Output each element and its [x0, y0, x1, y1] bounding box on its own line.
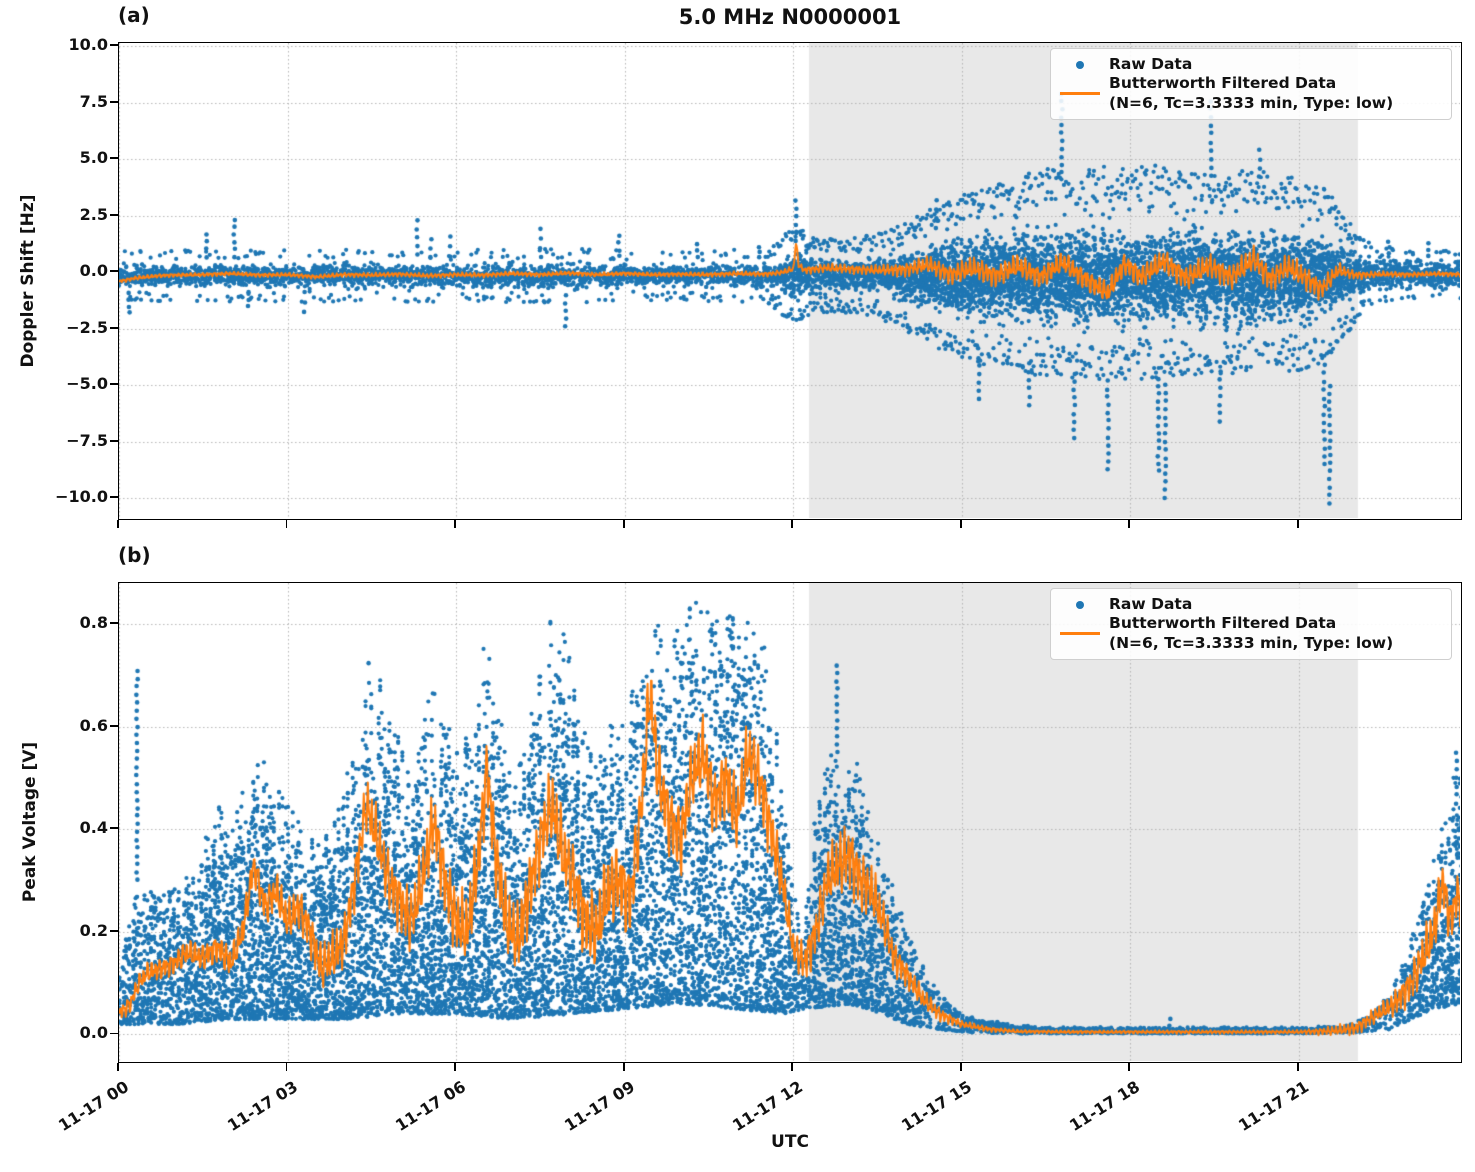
panel-a-ytick-label: −10.0 — [55, 487, 108, 507]
panel-a-xtick-mark — [1128, 520, 1131, 528]
panel-b-ytick-label: 0.6 — [79, 715, 108, 735]
panel-a-ytick-mark — [110, 496, 118, 499]
figure-title: 5.0 MHz N0000001 — [678, 5, 902, 29]
panel-a-ytick-label: 2.5 — [79, 204, 108, 224]
legend-filtered-line2: (N=6, Tc=3.3333 min, Type: low) — [1109, 93, 1394, 112]
x-tick-label: 11-17 09 — [560, 1077, 638, 1135]
panel-b-legend: Raw Data Butterworth Filtered Data (N=6,… — [1050, 588, 1452, 661]
panel-a-xtick-mark — [622, 520, 625, 528]
panel-a-xtick-mark — [959, 520, 962, 528]
legend-filtered-line1: Butterworth Filtered Data — [1109, 74, 1337, 93]
panel-b-canvas — [119, 583, 1460, 1061]
panel-a-ytick-label: −7.5 — [66, 430, 108, 450]
panel-a-xtick-mark — [1297, 520, 1299, 528]
panel-a-axes — [118, 42, 1462, 520]
panel-b-xtick-mark — [1297, 1063, 1299, 1071]
panel-a-ytick-label: 10.0 — [68, 35, 108, 55]
x-tick-label: 11-17 00 — [54, 1077, 133, 1135]
legend-filtered-row: Butterworth Filtered Data (N=6, Tc=3.333… — [1051, 74, 1441, 113]
x-tick-label: 11-17 06 — [392, 1077, 470, 1135]
panel-b-ytick-label: 0.4 — [79, 818, 108, 838]
filtered-line-icon — [1060, 92, 1100, 96]
legend-filtered-label: Butterworth Filtered Data (N=6, Tc=3.333… — [1109, 614, 1393, 653]
panel-a-xtick-mark — [791, 520, 794, 528]
panel-b-ytick-label: 0.8 — [79, 613, 108, 633]
legend-filtered-line2: (N=6, Tc=3.3333 min, Type: low) — [1109, 633, 1394, 652]
panel-b-xtick-mark — [454, 1063, 457, 1071]
panel-a-ytick-mark — [110, 213, 118, 216]
panel-a-canvas — [119, 43, 1460, 518]
panel-b-ytick-label: 0.2 — [79, 920, 108, 940]
legend-filtered-label: Butterworth Filtered Data (N=6, Tc=3.333… — [1109, 74, 1393, 113]
panel-b-ytick-mark — [110, 929, 118, 932]
panel-a-ytick-label: −5.0 — [66, 374, 108, 394]
panel-b-ytick-mark — [110, 1032, 118, 1035]
filtered-line-icon — [1060, 632, 1100, 636]
raw-data-dot-icon — [1076, 600, 1084, 609]
x-tick-label: 11-17 21 — [1234, 1077, 1312, 1135]
panel-b-xtick-mark — [285, 1063, 288, 1071]
panel-a-ytick-mark — [110, 270, 118, 273]
panel-a-xtick-mark — [454, 520, 457, 528]
x-tick-label: 11-17 18 — [1066, 1077, 1144, 1135]
panel-b-ytick-label: 0.0 — [79, 1023, 108, 1043]
panel-a-ytick-mark — [110, 439, 118, 442]
panel-a-ytick-mark — [110, 383, 118, 386]
panel-a-tag: (a) — [118, 3, 150, 27]
x-axis-label: UTC — [771, 1132, 809, 1152]
panel-a-ytick-label: 0.0 — [79, 261, 108, 281]
panel-b-ylabel: Peak Voltage [V] — [20, 741, 40, 903]
panel-b-ytick-mark — [110, 827, 118, 830]
legend-raw-label: Raw Data — [1109, 595, 1193, 613]
panel-a-xtick-mark — [117, 520, 119, 528]
panel-b-xtick-mark — [622, 1063, 625, 1071]
x-tick-label: 11-17 03 — [223, 1077, 301, 1135]
x-tick-label: 11-17 15 — [897, 1077, 975, 1135]
panel-a-ytick-label: 5.0 — [79, 148, 108, 168]
panel-a-ytick-label: −2.5 — [66, 317, 108, 337]
panel-b-xtick-mark — [791, 1063, 794, 1071]
panel-a-ytick-mark — [110, 326, 118, 329]
panel-b-axes — [118, 582, 1462, 1063]
panel-a-ytick-label: 7.5 — [79, 91, 108, 111]
panel-a-xtick-mark — [285, 520, 288, 528]
legend-filtered-line1: Butterworth Filtered Data — [1109, 614, 1337, 633]
legend-raw-row: Raw Data — [1051, 55, 1441, 74]
panel-a-ytick-mark — [110, 100, 118, 103]
panel-b-ytick-mark — [110, 622, 118, 624]
raw-data-dot-icon — [1076, 60, 1084, 69]
panel-b-xtick-mark — [1128, 1063, 1131, 1071]
panel-b-tag: (b) — [118, 543, 151, 567]
panel-b-ytick-mark — [110, 724, 118, 727]
panel-a-ylabel: Doppler Shift [Hz] — [18, 194, 38, 368]
legend-raw-label: Raw Data — [1109, 55, 1193, 73]
panel-b-xtick-mark — [117, 1063, 119, 1071]
panel-a-ytick-mark — [110, 44, 118, 47]
panel-b-xtick-mark — [959, 1063, 962, 1071]
panel-a-legend: Raw Data Butterworth Filtered Data (N=6,… — [1050, 48, 1452, 121]
legend-raw-row: Raw Data — [1051, 595, 1441, 614]
legend-filtered-row: Butterworth Filtered Data (N=6, Tc=3.333… — [1051, 614, 1441, 653]
x-tick-label: 11-17 12 — [729, 1077, 807, 1135]
panel-a-ytick-mark — [110, 157, 118, 160]
